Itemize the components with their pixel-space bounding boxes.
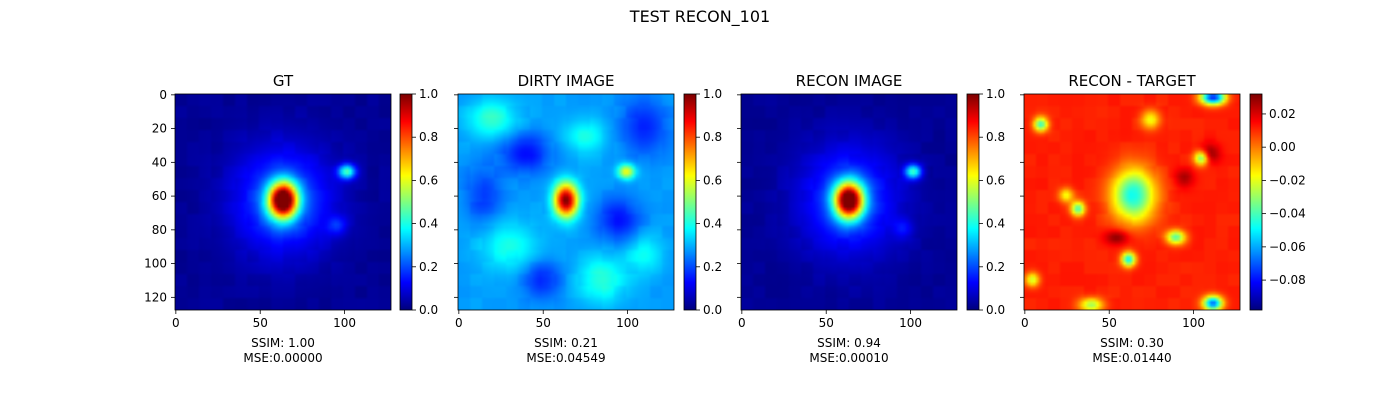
colorbar-tick-label: 0.2 bbox=[703, 260, 722, 274]
y-tick-label: 40 bbox=[152, 155, 167, 169]
mse-label: MSE:0.04549 bbox=[526, 351, 605, 365]
x-tick-label: 0 bbox=[172, 316, 180, 330]
colorbar-frame bbox=[683, 93, 697, 311]
colorbar bbox=[1250, 94, 1262, 310]
colorbar-tick-label: 0.4 bbox=[703, 217, 722, 231]
panel-4: RECON - TARGET 0 50 100 SSIM: 0.30MSE:0.0144… bbox=[1020, 72, 1306, 365]
colorbar-tick-label: 0.6 bbox=[703, 173, 722, 187]
ssim-label: SSIM: 0.30 bbox=[1100, 336, 1164, 350]
y-tick-label: 120 bbox=[144, 290, 167, 304]
mse-label: MSE:0.00010 bbox=[809, 351, 888, 365]
y-tick-label: 0 bbox=[159, 88, 167, 102]
colorbar bbox=[400, 94, 412, 310]
colorbar-tick-label: 1.0 bbox=[703, 87, 722, 101]
x-tick-label: 100 bbox=[333, 316, 356, 330]
panel-title: RECON IMAGE bbox=[796, 72, 903, 90]
axes-frame bbox=[740, 93, 958, 311]
ssim-label: SSIM: 0.21 bbox=[534, 336, 598, 350]
y-tick-label: 80 bbox=[152, 223, 167, 237]
axes-frame bbox=[457, 93, 675, 311]
y-tick-label: 100 bbox=[144, 257, 167, 271]
colorbar-tick-label: 1.0 bbox=[986, 87, 1005, 101]
colorbar-tick-label: 0.8 bbox=[419, 130, 438, 144]
panel-title: GT bbox=[273, 72, 294, 90]
y-tick-label: 20 bbox=[152, 122, 167, 136]
colorbar-tick-label: −0.02 bbox=[1269, 173, 1306, 187]
colorbar bbox=[967, 94, 979, 310]
colorbar-tick-label: 0.0 bbox=[419, 303, 438, 317]
x-tick-label: 0 bbox=[1021, 316, 1029, 330]
y-tick-label: 60 bbox=[152, 189, 167, 203]
colorbar-tick-label: −0.06 bbox=[1269, 240, 1306, 254]
colorbar-tick-label: 0.2 bbox=[419, 260, 438, 274]
ssim-label: SSIM: 0.94 bbox=[817, 336, 881, 350]
panel-1: GT 0 50 100 0 20 40 60 80 100 120 SSIM: 1.00MSE:0.0… bbox=[144, 72, 438, 365]
colorbar-tick-label: −0.04 bbox=[1269, 207, 1306, 221]
panel-title: DIRTY IMAGE bbox=[518, 72, 615, 90]
colorbar-tick-label: 0.2 bbox=[986, 260, 1005, 274]
x-tick-label: 100 bbox=[899, 316, 922, 330]
colorbar-frame bbox=[1249, 93, 1263, 311]
colorbar-tick-label: 0.6 bbox=[419, 173, 438, 187]
colorbar-tick-label: 0.02 bbox=[1269, 107, 1296, 121]
colorbar-tick-label: 1.0 bbox=[419, 87, 438, 101]
heatmap-image bbox=[175, 94, 391, 310]
colorbar-tick-label: 0.0 bbox=[703, 303, 722, 317]
colorbar-tick-label: 0.4 bbox=[986, 217, 1005, 231]
colorbar bbox=[684, 94, 696, 310]
colorbar-tick-label: 0.4 bbox=[419, 217, 438, 231]
x-tick-label: 100 bbox=[616, 316, 639, 330]
colorbar-tick-label: 0.0 bbox=[986, 303, 1005, 317]
colorbar-tick-label: 0.6 bbox=[986, 173, 1005, 187]
x-tick-label: 50 bbox=[1102, 316, 1117, 330]
heatmap-image bbox=[458, 94, 674, 310]
mse-label: MSE:0.01440 bbox=[1092, 351, 1171, 365]
axes-frame bbox=[174, 93, 392, 311]
colorbar-tick-label: 0.00 bbox=[1269, 140, 1296, 154]
ssim-label: SSIM: 1.00 bbox=[251, 336, 315, 350]
colorbar-tick-label: 0.8 bbox=[986, 130, 1005, 144]
colorbar-frame bbox=[966, 93, 980, 311]
x-tick-label: 50 bbox=[536, 316, 551, 330]
x-tick-label: 0 bbox=[738, 316, 746, 330]
heatmap-image bbox=[1024, 94, 1240, 310]
x-tick-label: 0 bbox=[455, 316, 463, 330]
axes-frame bbox=[1023, 93, 1241, 311]
x-tick-label: 100 bbox=[1182, 316, 1205, 330]
figure-suptitle: TEST RECON_101 bbox=[629, 7, 770, 27]
x-tick-label: 50 bbox=[253, 316, 268, 330]
panel-title: RECON - TARGET bbox=[1068, 72, 1196, 90]
colorbar-frame bbox=[399, 93, 413, 311]
x-tick-label: 50 bbox=[819, 316, 834, 330]
mse-label: MSE:0.00000 bbox=[243, 351, 322, 365]
heatmap-image bbox=[741, 94, 957, 310]
colorbar-tick-label: 0.8 bbox=[703, 130, 722, 144]
colorbar-tick-label: −0.08 bbox=[1269, 273, 1306, 287]
